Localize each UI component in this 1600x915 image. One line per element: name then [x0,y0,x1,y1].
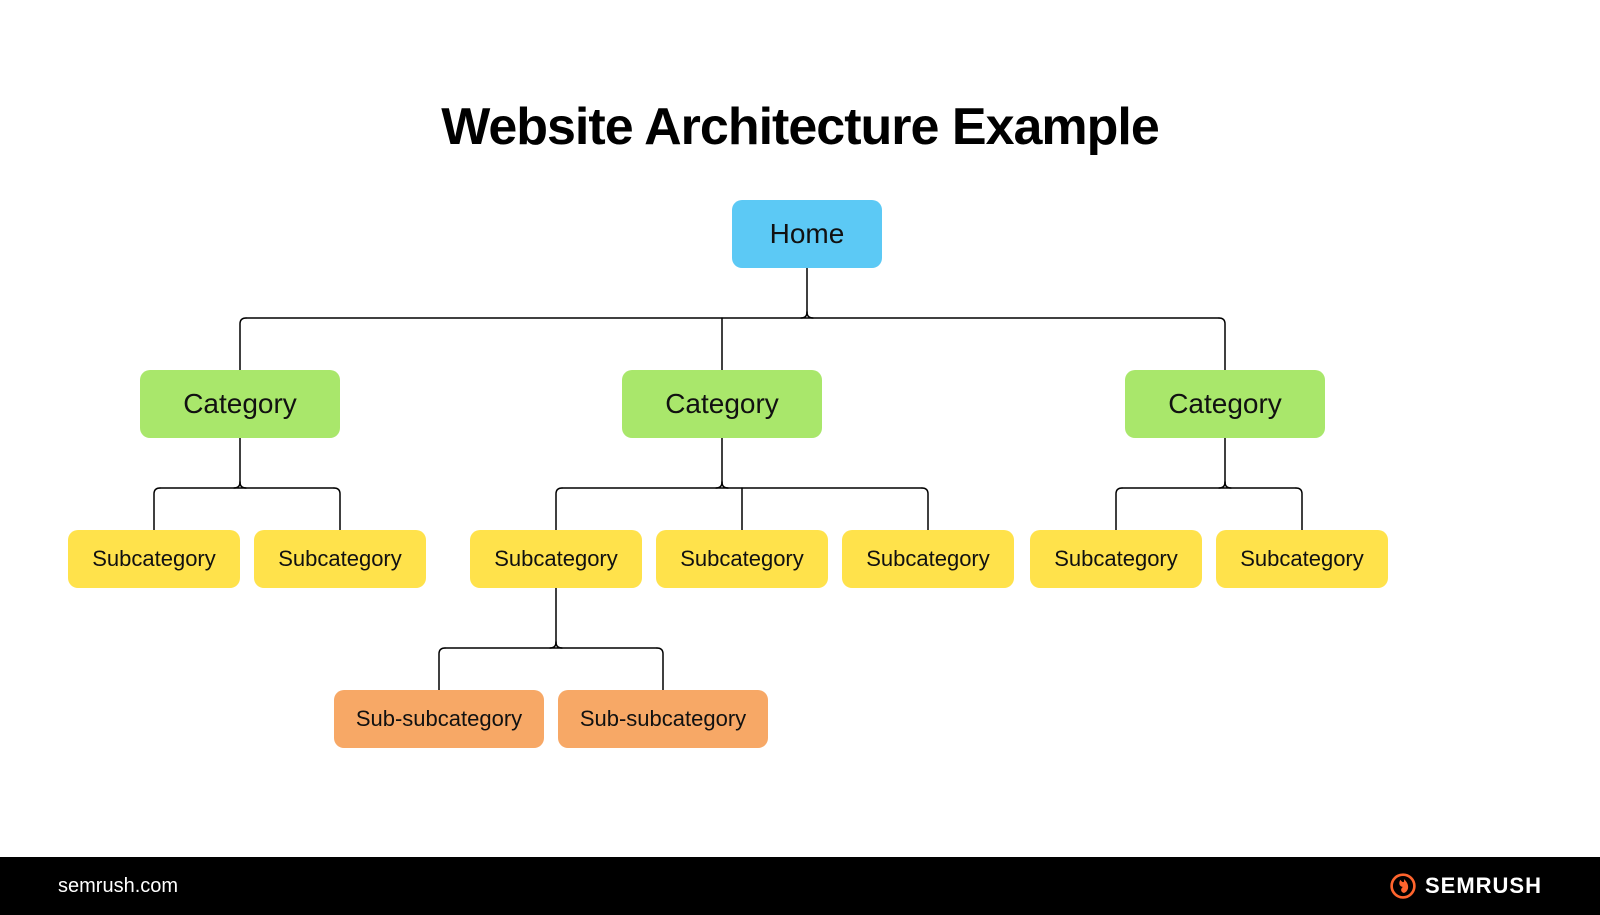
brand-text: SEMRUSH [1425,873,1542,899]
node-cat3: Category [1125,370,1325,438]
node-s32: Subcategory [1216,530,1388,588]
node-s23: Subcategory [842,530,1014,588]
node-cat1: Category [140,370,340,438]
node-ss1: Sub-subcategory [334,690,544,748]
node-cat2: Category [622,370,822,438]
node-s11: Subcategory [68,530,240,588]
footer: semrush.com SEMRUSH [0,857,1600,915]
node-home: Home [732,200,882,268]
node-s31: Subcategory [1030,530,1202,588]
node-s21: Subcategory [470,530,642,588]
flame-icon [1389,872,1417,900]
node-ss2: Sub-subcategory [558,690,768,748]
diagram-edges [0,0,1600,915]
node-s12: Subcategory [254,530,426,588]
footer-url: semrush.com [58,875,178,898]
node-s22: Subcategory [656,530,828,588]
brand: SEMRUSH [1389,872,1542,900]
